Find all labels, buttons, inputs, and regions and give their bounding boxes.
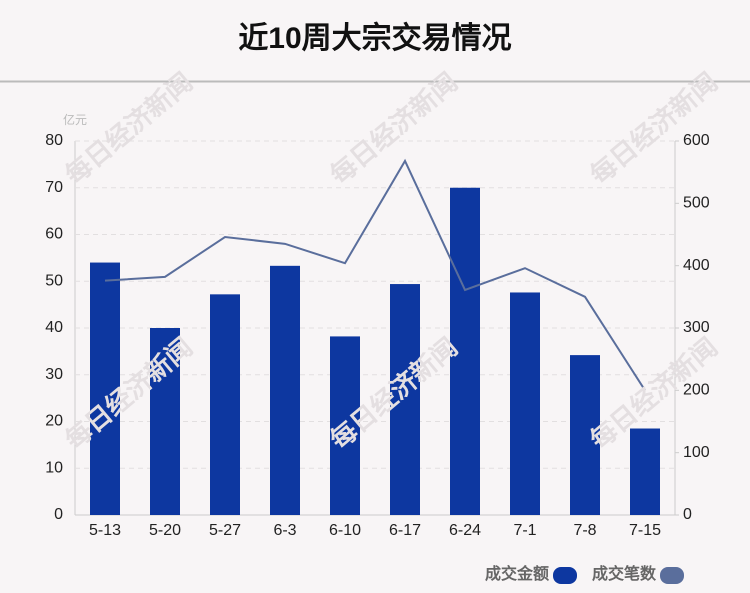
y2-tick-label: 400 — [683, 257, 710, 274]
x-tick-label: 6-17 — [389, 522, 421, 539]
x-tick-label: 6-3 — [273, 522, 296, 539]
y-tick-label: 10 — [45, 459, 63, 476]
y-tick-label: 0 — [54, 506, 63, 523]
bar — [150, 328, 180, 515]
y-tick-label: 20 — [45, 413, 63, 430]
bar — [390, 284, 420, 515]
bar — [330, 336, 360, 515]
y-tick-label: 80 — [45, 132, 63, 149]
line — [104, 158, 646, 391]
y2-tick-label: 500 — [683, 195, 710, 212]
y-tick-label: 60 — [45, 226, 63, 243]
y-tick-label: 70 — [45, 179, 63, 196]
x-tick-label: 6-10 — [329, 522, 361, 539]
x-tick-label: 5-20 — [149, 522, 181, 539]
bar — [450, 187, 480, 515]
x-tick-label: 7-1 — [513, 522, 536, 539]
x-tick-label: 7-8 — [573, 522, 596, 539]
x-tick-label: 5-27 — [209, 522, 241, 539]
y2-tick-label: 300 — [683, 319, 710, 336]
y-tick-label: 50 — [45, 272, 63, 289]
x-tick-label: 7-15 — [629, 522, 661, 539]
y2-tick-label: 200 — [683, 382, 710, 399]
chart-title: 近10周大宗交易情况 — [238, 21, 511, 55]
bar — [270, 265, 300, 515]
y-unit: 亿元 — [63, 112, 87, 127]
legend-label: 成交金额 — [485, 564, 549, 583]
x-tick-label: 6-24 — [449, 522, 481, 539]
y2-tick-label: 0 — [683, 506, 692, 523]
legend-label: 成交笔数 — [592, 564, 657, 583]
bar — [90, 262, 120, 515]
bar — [630, 428, 660, 515]
legend-swatch — [660, 567, 684, 584]
bar — [570, 355, 600, 515]
y-tick-label: 40 — [45, 319, 63, 336]
bar — [210, 294, 240, 515]
y-tick-label: 30 — [45, 366, 63, 383]
x-tick-label: 5-13 — [89, 522, 121, 539]
y2-tick-label: 100 — [683, 444, 710, 461]
legend-swatch — [553, 567, 577, 584]
bar — [510, 292, 540, 515]
y2-tick-label: 600 — [683, 132, 710, 149]
